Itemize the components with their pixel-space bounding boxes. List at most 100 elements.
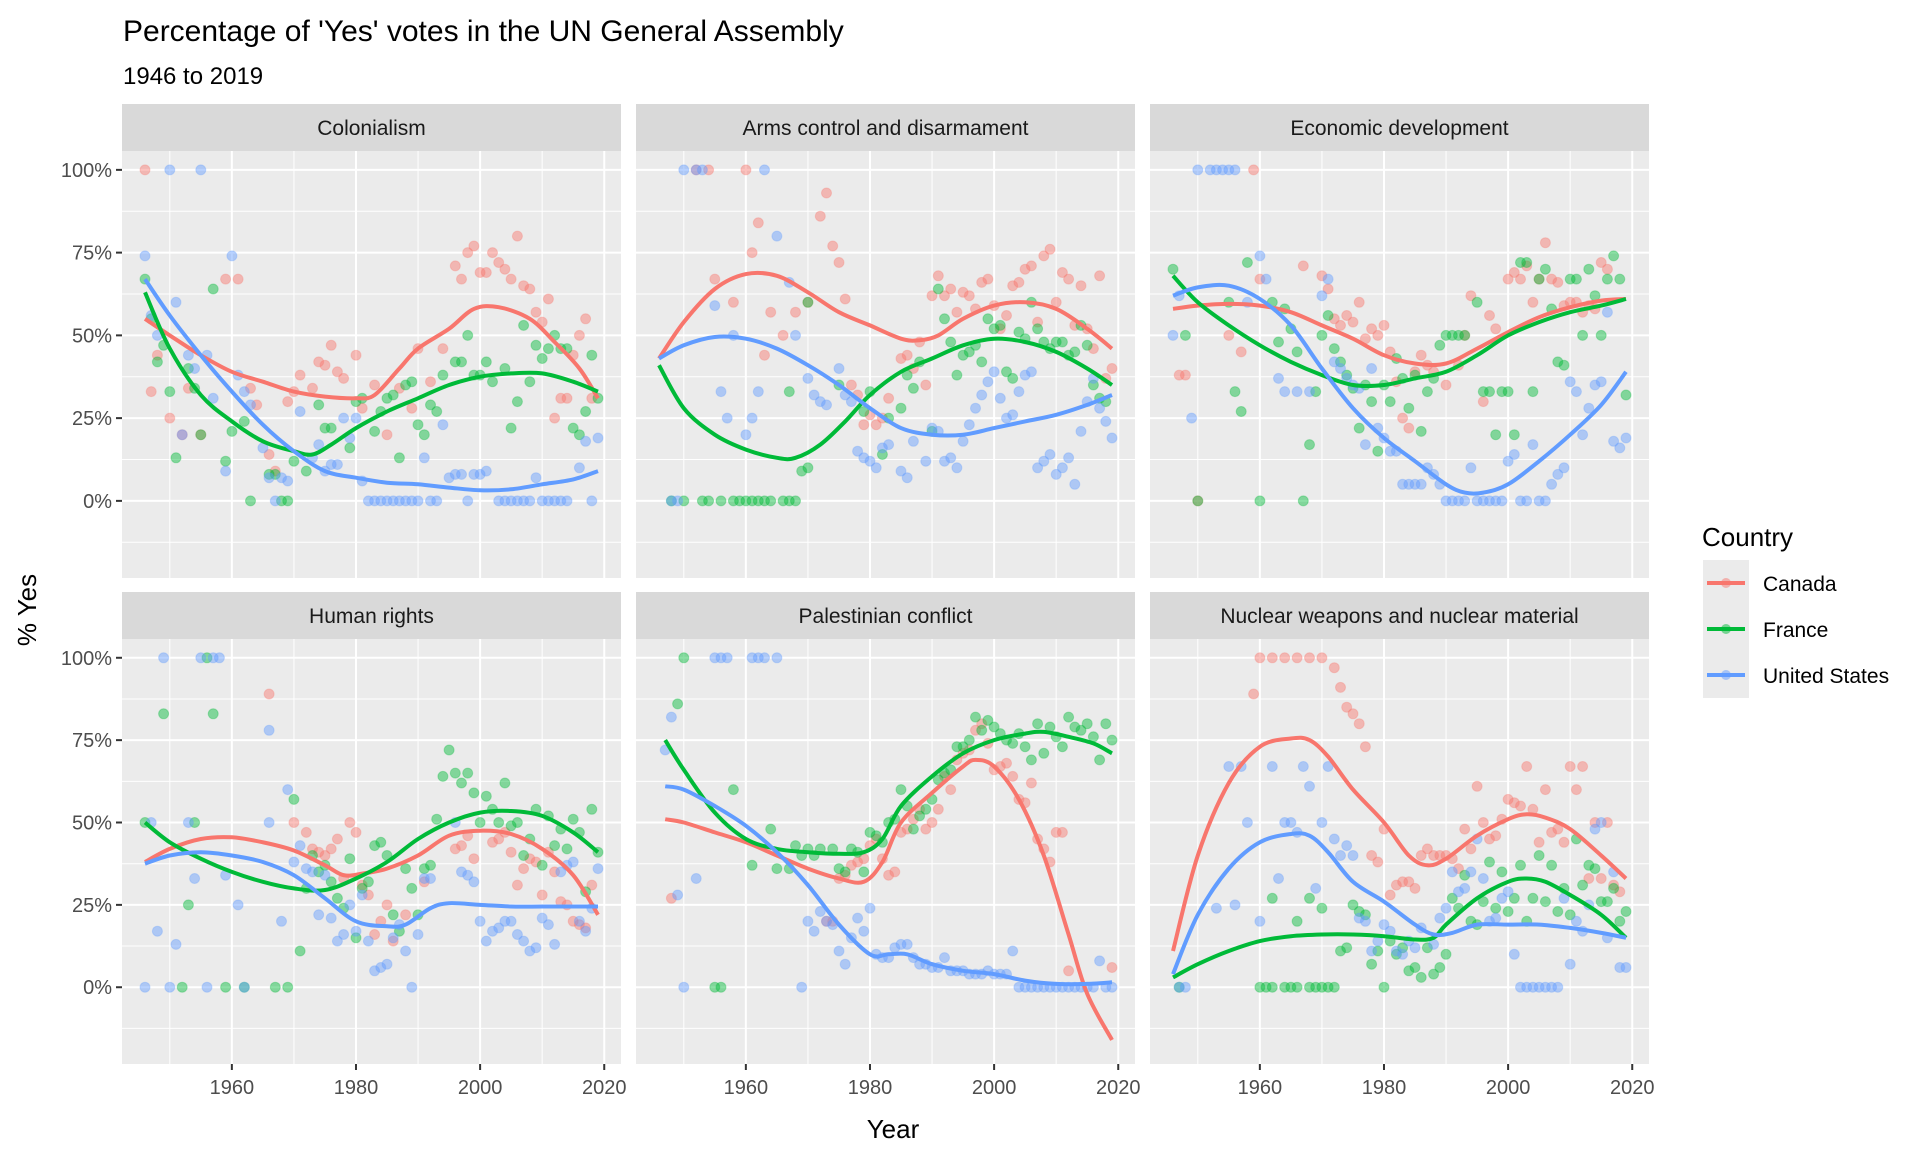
point-united-states [939,952,950,964]
facet-strip-label: Human rights [309,605,434,628]
point-united-states [1291,386,1303,398]
point-united-states [1515,495,1526,507]
point-united-states [393,495,405,507]
point-france [1446,329,1458,341]
point-canada [195,429,207,441]
point-united-states [1094,402,1106,414]
point-canada [976,718,988,730]
point-france [1490,429,1502,441]
point-france [381,392,393,404]
point-france [1614,273,1626,285]
point-united-states [1595,817,1607,828]
point-canada [839,293,851,305]
point-united-states [883,439,895,451]
point-canada [1179,369,1191,381]
point-united-states [1601,306,1613,318]
facet-strip [1150,104,1649,151]
point-united-states [1397,948,1409,960]
point-canada [1521,761,1533,772]
point-united-states [300,863,312,875]
point-canada [926,290,938,302]
panel-colonialism: Colonialism 0% 25% 50% 75% 100% [61,104,621,578]
point-france [1595,329,1607,341]
legend-point-icon [1721,670,1731,680]
point-canada [852,856,864,868]
point-united-states [1415,478,1427,490]
smooth-line-canada [1172,297,1627,367]
point-france [1490,902,1502,914]
point-canada [1527,296,1539,308]
point-united-states [1210,164,1222,176]
point-united-states [1347,850,1359,861]
point-united-states [1564,958,1576,970]
point-canada [518,280,530,292]
point-france [1421,386,1433,398]
point-canada [1025,777,1037,789]
point-united-states [263,472,275,484]
point-united-states [1539,981,1551,993]
point-united-states [536,495,548,507]
point-france [932,283,944,295]
point-united-states [1546,478,1558,490]
point-united-states [456,866,467,878]
point-canada [561,392,573,404]
point-france [864,826,876,838]
point-canada [939,290,950,302]
point-united-states [1390,945,1402,957]
point-united-states [1521,981,1533,993]
point-france [1260,981,1272,993]
point-united-states [1490,495,1502,507]
point-france [369,425,381,437]
point-france [1291,981,1303,993]
point-canada [586,879,598,891]
facet-strip-label: Colonialism [317,117,426,140]
point-canada [926,817,938,828]
x-tick-label: 2020 [1096,1077,1141,1099]
point-united-states [412,929,424,940]
point-canada [821,915,832,927]
point-united-states [356,889,368,901]
point-france [573,429,585,441]
point-united-states [1484,495,1495,507]
point-france [536,353,548,364]
point-united-states [542,919,554,931]
point-france [1359,909,1371,921]
point-france [1032,323,1044,335]
point-canada [703,164,715,176]
point-united-states [1359,439,1371,451]
point-united-states [1552,468,1564,480]
point-france [1316,981,1328,993]
point-france [350,932,362,944]
point-france [437,369,449,381]
point-france [431,813,443,825]
point-france [870,830,882,842]
panel-background [1150,639,1649,1064]
facet-strip-label: Palestinian conflict [799,605,973,628]
point-united-states [567,856,579,868]
point-united-states [511,495,523,507]
point-canada [883,392,895,404]
point-united-states [1266,761,1278,772]
point-france [462,767,474,779]
point-united-states [530,942,542,954]
point-united-states [307,866,318,878]
point-france [1266,981,1278,993]
point-united-states [759,652,770,664]
point-france [282,495,294,507]
point-canada [1378,319,1390,331]
y-tick-label: 50% [72,325,112,347]
point-canada [1539,237,1551,249]
point-france [703,495,715,507]
point-france [802,462,814,474]
facet-strip-label: Arms control and disarmament [743,117,1029,140]
point-canada [331,833,343,845]
point-canada [1415,850,1427,861]
point-united-states [1508,948,1520,960]
point-united-states [988,366,1000,378]
point-united-states [1502,886,1514,898]
point-france [1069,346,1081,358]
point-united-states [1210,902,1222,914]
point-united-states [858,452,870,464]
point-united-states [1384,445,1396,457]
point-canada [1372,329,1384,341]
